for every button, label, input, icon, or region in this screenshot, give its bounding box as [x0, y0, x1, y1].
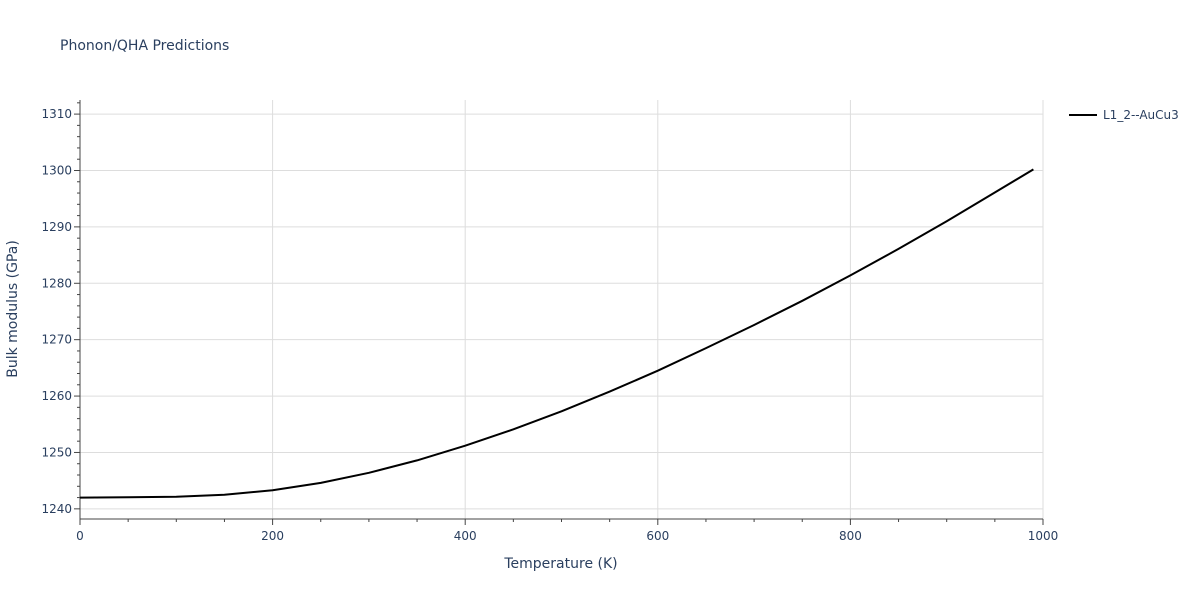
y-tick-label-1240: 1240 [41, 502, 72, 516]
x-tick-label-800: 800 [839, 529, 862, 543]
grid-layer [80, 100, 1044, 519]
chart-title: Phonon/QHA Predictions [60, 38, 229, 54]
x-axis-title: Temperature (K) [503, 556, 617, 572]
y-tick-label-1280: 1280 [41, 276, 72, 290]
y-axis-title: Bulk modulus (GPa) [5, 240, 21, 378]
y-tick-label-1300: 1300 [41, 163, 72, 177]
axes-layer: 0 200 400 600 800 1000 1240 1250 1260 1270 1280 129… [41, 100, 1058, 543]
y-tick-label-1250: 1250 [41, 445, 72, 459]
legend[interactable]: L1_2--AuCu3 [1069, 108, 1179, 122]
series-layer [79, 168, 1034, 499]
y-tick-label-1310: 1310 [41, 107, 72, 121]
x-tick-label-200: 200 [261, 529, 284, 543]
x-tick-label-0: 0 [76, 529, 84, 543]
x-tick-label-600: 600 [646, 529, 669, 543]
x-tick-label-400: 400 [454, 529, 477, 543]
x-tick-label-1000: 1000 [1028, 529, 1059, 543]
legend-label-L1_2-AuCu3: L1_2--AuCu3 [1103, 108, 1179, 122]
series-line-0[interactable] [79, 168, 1034, 499]
y-tick-label-1270: 1270 [41, 333, 72, 347]
y-tick-label-1260: 1260 [41, 389, 72, 403]
y-tick-label-1290: 1290 [41, 220, 72, 234]
